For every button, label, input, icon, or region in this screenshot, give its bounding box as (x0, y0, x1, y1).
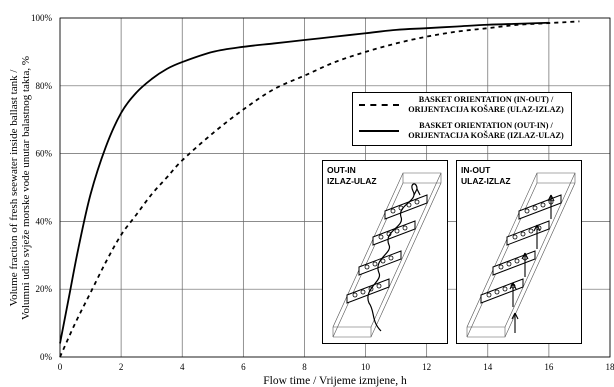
x-tick-label: 10 (361, 362, 371, 372)
inset-out-in-label-line2: IZLAZ-ULAZ (327, 176, 377, 186)
x-tick-label: 18 (606, 362, 614, 372)
y-tick-label: 60% (36, 149, 53, 159)
x-tick-label: 2 (119, 362, 124, 372)
x-tick-label: 12 (422, 362, 431, 372)
legend-label-out-in-line1: BASKET ORIENTATION (OUT-IN) / (419, 121, 553, 130)
x-tick-label: 4 (180, 362, 185, 372)
x-tick-labels: 0 2 4 6 8 10 12 14 16 18 (58, 362, 614, 372)
series-line-in-out (59, 20, 580, 358)
inset-in-out-label-line1: IN-OUT (461, 165, 491, 175)
x-tick-label: 14 (483, 362, 493, 372)
y-tick-label: 0% (40, 352, 53, 362)
legend-label-in-out-line1: BASKET ORIENTATION (IN-OUT) / (418, 95, 554, 104)
y-tick-label: 80% (36, 81, 53, 91)
inset-out-in-label-line1: OUT-IN (327, 165, 356, 175)
tank-schematic-out-in (332, 172, 442, 338)
y-tick-label: 40% (36, 216, 53, 226)
inset-out-in-diagram: OUT-IN IZLAZ-ULAZ (322, 160, 448, 344)
x-tick-label: 6 (241, 362, 246, 372)
y-tick-label: 100% (31, 13, 53, 23)
inset-out-in-label: OUT-IN IZLAZ-ULAZ (327, 165, 377, 187)
legend-label-out-in-line2: ORIJENTACIJA KOŠARE (IZLAZ-ULAZ) (408, 131, 564, 140)
y-axis-label-line2: Volumni udio svježe morske vode unutar b… (20, 56, 32, 320)
series-lines (59, 20, 580, 358)
inset-in-out-label-line2: ULAZ-IZLAZ (461, 176, 511, 186)
series-line-out-in (59, 21, 549, 344)
x-tick-label: 8 (302, 362, 307, 372)
legend-swatch-out-in (359, 130, 399, 132)
tank-schematic-in-out (466, 172, 576, 338)
legend-label-in-out-line2: ORIJENTACIJA KOŠARE (ULAZ-IZLAZ) (408, 105, 564, 114)
x-tick-label: 16 (544, 362, 554, 372)
y-axis-label-line1: Volume fraction of fresh seewater inside… (8, 69, 20, 307)
x-axis-label: Flow time / Vrijeme izmjene, h (263, 375, 407, 387)
y-tick-label: 20% (36, 284, 53, 294)
plot-frame (59, 17, 611, 358)
inset-in-out-diagram: IN-OUT ULAZ-IZLAZ (456, 160, 582, 344)
y-tick-labels: 0% 20% 40% 60% 80% 100% (31, 13, 53, 362)
legend-label-out-in: BASKET ORIENTATION (OUT-IN) / ORIJENTACI… (401, 121, 571, 141)
legend: BASKET ORIENTATION (IN-OUT) / ORIJENTACI… (352, 92, 572, 146)
x-tick-label: 0 (58, 362, 63, 372)
legend-label-in-out: BASKET ORIENTATION (IN-OUT) / ORIJENTACI… (401, 95, 571, 115)
inset-in-out-label: IN-OUT ULAZ-IZLAZ (461, 165, 511, 187)
legend-swatch-in-out (359, 104, 399, 106)
